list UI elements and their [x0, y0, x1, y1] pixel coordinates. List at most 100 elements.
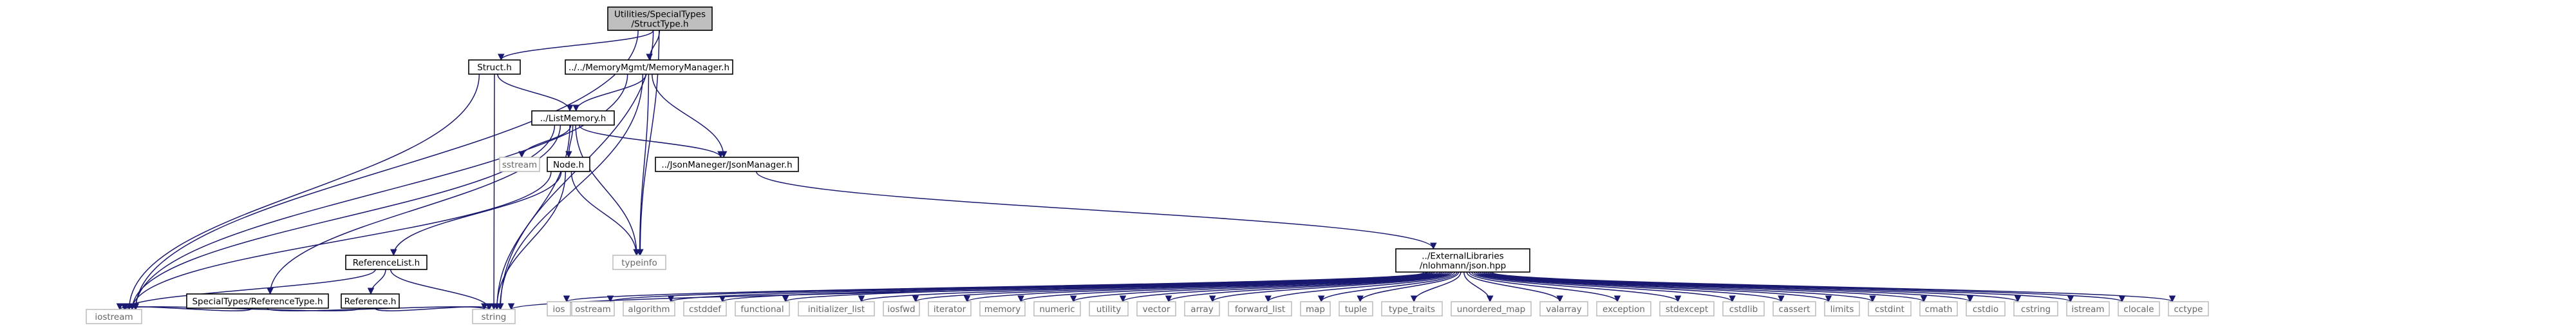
edge-node-to-string: [493, 171, 567, 311]
node-box: [623, 301, 675, 317]
node-root[interactable]: Utilities/SpecialTypes/StructType.h: [607, 6, 713, 31]
node-box: [655, 157, 799, 172]
node-ostream: ostream: [571, 301, 615, 317]
node-box: [341, 293, 400, 309]
node-type-traits: type_traits: [1381, 301, 1443, 317]
node-unordered-map: unordered_map: [1451, 301, 1532, 317]
node-label: ReferenceList.h: [353, 258, 420, 268]
node-label: limits: [1830, 304, 1854, 315]
node-box: [735, 301, 790, 317]
node-label: array: [1190, 304, 1213, 315]
node-json[interactable]: ../ExternalLibraries/nlohmann/json.hpp: [1395, 248, 1530, 273]
edge-json-to-memory: [1017, 271, 1445, 303]
node-label: unordered_map: [1457, 304, 1525, 315]
node-box: [468, 59, 521, 75]
node-box: [186, 293, 329, 309]
node-box: [1824, 301, 1860, 317]
node-forward-list: forward_list: [1228, 301, 1292, 317]
node-box: [1228, 301, 1292, 317]
node-box: [1722, 301, 1765, 317]
node-numeric: numeric: [1033, 301, 1081, 317]
node-cstdio: cstdio: [1966, 301, 2006, 317]
node-label: sstream: [502, 160, 537, 170]
edge-listmem-to-string: [493, 124, 570, 311]
node-label: cassert: [1779, 304, 1810, 315]
node-box: [1772, 301, 1816, 317]
node-struct[interactable]: Struct.h: [468, 59, 521, 75]
edge-reflist-to-string: [390, 269, 493, 311]
edge-listmem-to-reftype: [267, 124, 561, 295]
edge-node-to-reflist: [390, 171, 562, 257]
node-cstdlib: cstdlib: [1722, 301, 1765, 317]
node-box: [1339, 301, 1373, 317]
node-box: [1136, 301, 1176, 317]
edge-listmem-to-iostream: [129, 124, 556, 311]
node-label: Struct.h: [477, 63, 512, 73]
node-label: cstdint: [1875, 304, 1904, 315]
node-cstring: cstring: [2013, 301, 2058, 317]
node-cassert: cassert: [1772, 301, 1816, 317]
node-ref[interactable]: Reference.h: [341, 293, 400, 309]
node-box: [612, 255, 666, 270]
edge-node-to-iostream: [129, 171, 552, 311]
node-label: tuple: [1345, 304, 1367, 315]
edge-memmgr-to-jsonmgr: [652, 73, 728, 159]
node-reftype[interactable]: SpecialTypes/ReferenceType.h: [186, 293, 329, 309]
node-label: typeinfo: [621, 258, 657, 268]
edge-listmem-to-node: [565, 124, 574, 159]
edge-listmem-to-sstream: [518, 124, 572, 159]
node-label: ios: [552, 304, 565, 315]
node-label: SpecialTypes/ReferenceType.h: [192, 297, 323, 307]
node-listmem[interactable]: ../ListMemory.h: [531, 110, 615, 126]
edge-json-to-functional: [782, 271, 1436, 303]
node-cstdint: cstdint: [1868, 301, 1912, 317]
node-box: [472, 309, 516, 324]
edge-root-to-struct: [498, 30, 654, 61]
node-label: ../ListMemory.h: [540, 113, 606, 124]
node-label: /nlohmann/json.hpp: [1420, 261, 1506, 271]
node-memmgr[interactable]: ../../MemoryMgmt/MemoryManager.h: [565, 59, 733, 75]
node-reflist[interactable]: ReferenceList.h: [345, 255, 428, 270]
node-label: iostream: [95, 312, 133, 322]
edge-listmem-to-jsonmgr: [578, 124, 724, 159]
node-label: cstddef: [689, 304, 722, 315]
edge-json-to-clocale: [1489, 271, 2125, 303]
node-box: [565, 59, 733, 75]
edge-layer: [116, 30, 2176, 311]
node-box: [1659, 301, 1715, 317]
node-jsonmgr[interactable]: ../JsonManeger/JsonManager.h: [655, 157, 799, 172]
node-label: ../../MemoryMgmt/MemoryManager.h: [569, 63, 729, 73]
node-label: string: [482, 312, 507, 322]
node-box: [1184, 301, 1220, 317]
edge-memmgr-to-typeinfo: [636, 73, 650, 257]
node-node[interactable]: Node.h: [547, 157, 590, 172]
edge-json-to-numeric: [1070, 271, 1447, 303]
edge-json-to-cassert: [1475, 271, 1785, 303]
node-box: [883, 301, 920, 317]
node-box: [928, 301, 972, 317]
node-label: cmath: [1925, 304, 1953, 315]
node-label: functional: [740, 304, 784, 315]
node-label: initializer_list: [808, 304, 865, 315]
node-box: [979, 301, 1026, 317]
node-limits: limits: [1824, 301, 1860, 317]
node-label: valarray: [1546, 304, 1581, 315]
node-label: cstring: [2021, 304, 2051, 315]
node-box: [2013, 301, 2058, 317]
edge-json-to-type_traits: [1410, 271, 1462, 303]
node-label: istream: [2071, 304, 2104, 315]
node-box: [1539, 301, 1588, 317]
node-iosfwd: iosfwd: [883, 301, 920, 317]
node-label: utility: [1096, 304, 1121, 315]
edge-json-to-utility: [1119, 271, 1449, 303]
node-box: [86, 309, 142, 324]
node-string: string: [472, 309, 516, 324]
node-box: [531, 110, 615, 126]
node-label: /StructType.h: [631, 19, 688, 30]
edge-ref-to-string: [374, 303, 493, 311]
node-box: [2066, 301, 2110, 317]
node-label: cstdlib: [1729, 304, 1758, 315]
edge-json-to-limits: [1477, 271, 1832, 303]
edge-json-to-cstring: [1485, 271, 2021, 303]
node-algorithm: algorithm: [623, 301, 675, 317]
